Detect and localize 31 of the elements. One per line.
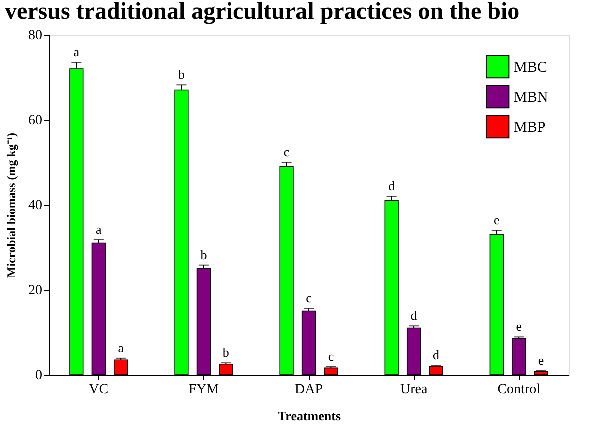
y-tick-label: 20 bbox=[28, 284, 42, 298]
y-tick-label: 0 bbox=[36, 368, 42, 384]
x-tick-label: VC bbox=[89, 382, 109, 398]
x-axis-title: Treatments bbox=[278, 408, 342, 424]
legend-label: MBN bbox=[514, 90, 548, 106]
data-label: d bbox=[433, 348, 440, 363]
x-tick-label: Control bbox=[498, 382, 541, 398]
data-label: c bbox=[328, 348, 334, 364]
data-label: d bbox=[410, 308, 418, 324]
y-tick-label: 80 bbox=[28, 28, 42, 44]
data-label: e bbox=[494, 212, 500, 228]
data-label: b bbox=[200, 247, 208, 262]
x-tick-label: DAP bbox=[294, 382, 324, 398]
chart-title: versus traditional agricultural practices on the bio bbox=[5, 0, 520, 25]
data-label: e bbox=[516, 319, 522, 334]
x-tick-label: Urea bbox=[400, 382, 428, 398]
data-label: a bbox=[74, 44, 80, 60]
legend-label: MBP bbox=[514, 120, 546, 136]
data-label: c bbox=[284, 144, 290, 160]
legend-label: MBC bbox=[514, 60, 548, 76]
data-label: b bbox=[222, 345, 230, 360]
data-label: a bbox=[96, 222, 102, 237]
data-label: b bbox=[178, 67, 185, 82]
data-label: c bbox=[306, 290, 312, 306]
data-label: e bbox=[538, 352, 544, 368]
y-tick-label: 60 bbox=[28, 114, 42, 128]
data-label: a bbox=[118, 340, 124, 356]
y-axis-title: Microbial biomass (mg kg⁻¹) bbox=[4, 132, 18, 278]
y-tick-label: 40 bbox=[28, 198, 42, 214]
data-label: d bbox=[388, 178, 396, 194]
x-tick-label: FYM bbox=[188, 382, 220, 398]
